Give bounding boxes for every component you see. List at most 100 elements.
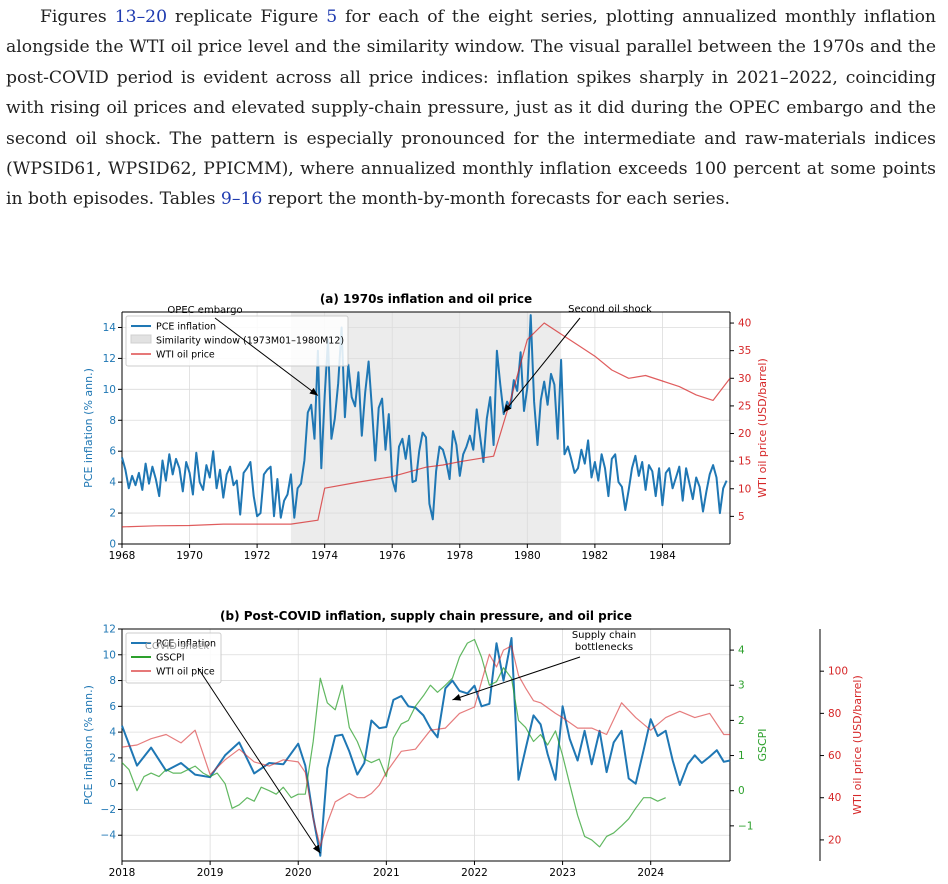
x-tick-label: 2019 — [197, 867, 224, 879]
body-paragraph: Figures 13–20 replicate Figure 5 for eac… — [6, 2, 936, 215]
series-line-pce-inflation — [121, 314, 728, 521]
annotation-arrowhead — [503, 404, 512, 413]
y-tick-label-right: 3 — [738, 680, 745, 692]
x-tick-label: 2024 — [637, 867, 664, 879]
annotation-label: OPEC embargo — [167, 305, 242, 316]
range-dash: – — [231, 189, 241, 210]
legend-label: WTI oil price — [156, 667, 215, 678]
y-tick-label-left: 2 — [109, 752, 116, 764]
annotation-arrow — [214, 317, 319, 396]
range-dash: – — [136, 7, 146, 27]
y-tick-label-left: −2 — [101, 804, 116, 816]
legend: PCE inflation GSCPI WTI oil price — [125, 632, 222, 684]
legend-swatch — [130, 334, 152, 344]
x-tick-label: 1970 — [176, 550, 203, 562]
annotation-label: Second oil shock — [568, 304, 652, 315]
text-run: replicate Figure — [167, 7, 327, 27]
legend: PCE inflation Similarity window (1973M01–… — [125, 315, 349, 367]
y-axis-label-left: PCE inflation (% ann.) — [82, 368, 95, 488]
y-tick-label-left: 10 — [103, 384, 116, 396]
x-tick-label: 1974 — [311, 550, 338, 562]
y-tick-label-left: 4 — [109, 477, 116, 489]
y-tick-label-third: 100 — [828, 666, 848, 678]
y-tick-label-left: 10 — [103, 649, 116, 661]
legend-label: GSCPI — [156, 653, 185, 664]
figure-ref-last[interactable]: 20 — [145, 7, 168, 27]
annotation-arrowhead — [309, 387, 318, 396]
x-tick-label: 1984 — [649, 550, 676, 562]
y-tick-label-left: 14 — [103, 322, 117, 334]
y-tick-label-right: 25 — [738, 400, 751, 412]
annotation-label: Supply chain — [572, 630, 636, 641]
legend-label: PCE inflation — [156, 322, 216, 333]
y-tick-label-left: −4 — [101, 830, 117, 842]
y-tick-label-left: 4 — [109, 727, 116, 739]
x-tick-label: 2020 — [285, 867, 312, 879]
y-axis-label-right: GSCPI — [756, 728, 769, 761]
y-tick-label-right: 5 — [738, 511, 745, 523]
text-run: for each of the eight series, plotting a… — [6, 7, 936, 210]
y-tick-label-right: 40 — [738, 318, 751, 330]
legend-label: Similarity window (1973M01–1980M12) — [156, 336, 344, 347]
annotation-arrow — [452, 656, 581, 701]
legend-box — [125, 315, 349, 367]
figure-ref-5[interactable]: 5 — [326, 7, 338, 27]
y-axis-label-third: WTI oil price (USD/barrel) — [851, 675, 864, 815]
annotation-label: COVID shock — [145, 641, 210, 652]
y-tick-label-third: 60 — [828, 750, 841, 762]
y-tick-label-left: 0 — [109, 778, 116, 790]
y-tick-label-right: 10 — [738, 483, 751, 495]
y-tick-label-third: 40 — [828, 792, 841, 804]
x-tick-label: 1980 — [514, 550, 541, 562]
chart-panel-a: 1968 1970 1972 1974 1976 1978 1980 1982 1984 0 2 4 6… — [82, 292, 769, 562]
text-run: Figures — [40, 7, 115, 27]
y-tick-label-left: 6 — [109, 701, 116, 713]
x-tick-label: 2023 — [549, 867, 576, 879]
x-tick-label: 1978 — [446, 550, 473, 562]
x-tick-label: 1982 — [582, 550, 609, 562]
y-tick-label-third: 80 — [828, 708, 841, 720]
annotation-arrowhead — [452, 694, 462, 701]
y-tick-label-right: 20 — [738, 428, 751, 440]
y-tick-label-left: 8 — [109, 675, 116, 687]
y-tick-label-left: 0 — [109, 539, 116, 551]
y-tick-label-right: −1 — [738, 820, 753, 832]
y-tick-label-right: 15 — [738, 456, 751, 468]
x-tick-label: 2022 — [461, 867, 488, 879]
x-tick-label: 1972 — [244, 550, 271, 562]
x-tick-label: 1968 — [109, 550, 136, 562]
y-axis-label-right: WTI oil price (USD/barrel) — [756, 358, 769, 498]
y-tick-label-third: 20 — [828, 834, 841, 846]
annotation-arrow — [197, 667, 321, 854]
y-tick-label-left: 6 — [109, 446, 116, 458]
y-tick-label-right: 1 — [738, 750, 745, 762]
annotation-arrow — [503, 317, 581, 413]
x-tick-label: 2018 — [109, 867, 136, 879]
legend-label: WTI oil price — [156, 350, 215, 361]
annotation-label: bottlenecks — [575, 642, 633, 653]
annotation-arrowhead — [312, 844, 321, 854]
chart-title: (a) 1970s inflation and oil price — [320, 292, 532, 306]
series-line-wti-oil-price — [121, 322, 731, 528]
series-line-pce-inflation — [121, 637, 731, 857]
series-line-gscpi — [121, 638, 666, 848]
y-tick-label-right: 35 — [738, 345, 751, 357]
y-tick-label-left: 12 — [103, 353, 116, 365]
y-tick-label-left: 12 — [103, 624, 116, 636]
y-tick-label-right: 4 — [738, 645, 745, 657]
y-tick-label-right: 2 — [738, 715, 745, 727]
chart-panel-b: 2018 2019 2020 2021 2022 2023 2024−4−202468101… — [82, 609, 864, 879]
y-tick-label-right: 30 — [738, 373, 751, 385]
table-ref-last[interactable]: 16 — [240, 189, 263, 210]
series-line-wti-oil-price — [121, 645, 730, 847]
x-tick-label: 1976 — [379, 550, 406, 562]
text-run: report the month-by-month forecasts for … — [262, 189, 731, 210]
y-axis-label-left: PCE inflation (% ann.) — [82, 685, 95, 805]
y-tick-label-left: 8 — [109, 415, 116, 427]
table-ref-first[interactable]: 9 — [220, 189, 232, 210]
figure-ref-first[interactable]: 13 — [114, 7, 137, 27]
y-tick-label-left: 2 — [109, 508, 116, 520]
x-tick-label: 2021 — [373, 867, 400, 879]
y-tick-label-right: 0 — [738, 785, 745, 797]
